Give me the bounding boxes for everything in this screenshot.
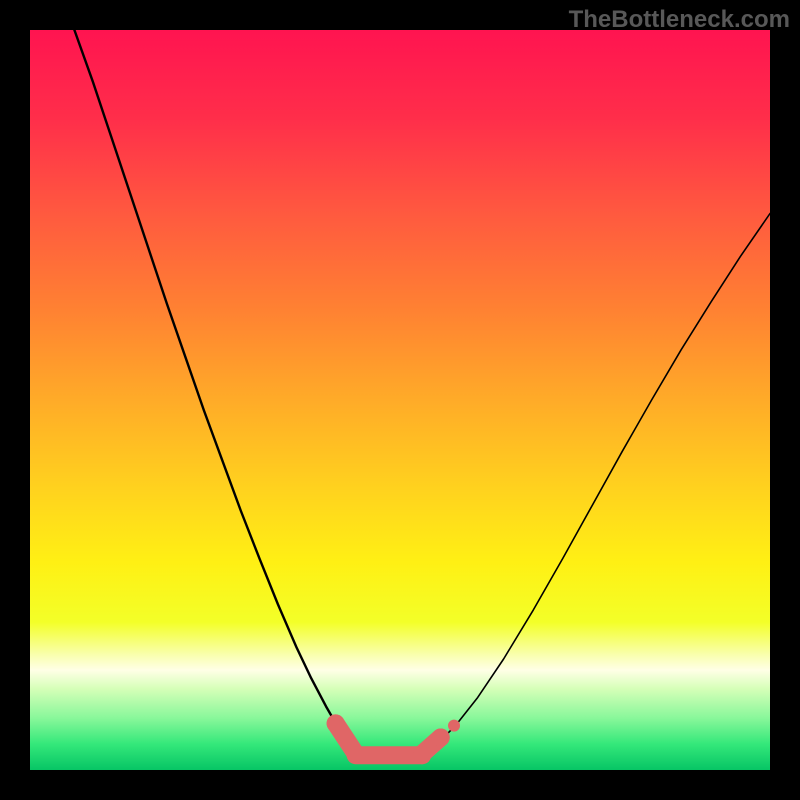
plot-area <box>30 30 770 770</box>
chart-frame: TheBottleneck.com <box>0 0 800 800</box>
chart-curves <box>30 30 770 770</box>
